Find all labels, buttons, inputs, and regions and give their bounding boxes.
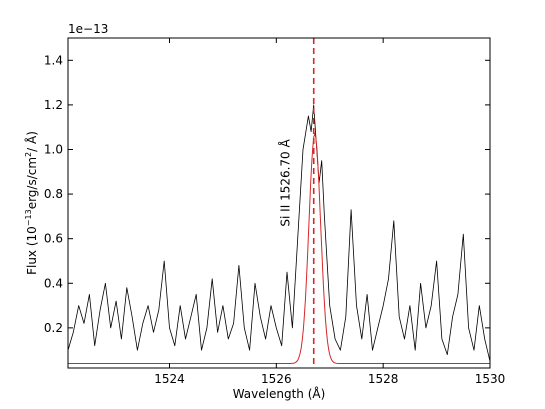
x-axis-label: Wavelength (Å): [233, 386, 326, 401]
y-axis-offset-label: 1e−13: [68, 22, 108, 36]
y-axis-label-suffix: / Å): [24, 131, 39, 152]
y-axis-ticks: 0.2 0.4 0.6 0.8 1.0 1.2 1.4: [44, 53, 490, 335]
y-axis-label-units: erg/s/cm: [25, 157, 39, 209]
y-tick-label: 1.2: [44, 98, 63, 112]
plot-data-layer: [68, 38, 490, 368]
x-tick-label: 1528: [368, 372, 399, 386]
si-ii-line-label: Si II 1526.70 Å: [278, 138, 293, 226]
spectrum-series-line-0: [68, 104, 490, 362]
y-axis-label-prefix: Flux (10: [25, 226, 39, 275]
y-tick-label: 0.8: [44, 187, 63, 201]
y-tick-label: 1.0: [44, 142, 63, 156]
y-tick-label: 0.6: [44, 232, 63, 246]
x-axis-ticks: 1524 1526 1528 1530: [154, 38, 505, 386]
y-tick-label: 0.2: [44, 321, 63, 335]
x-tick-label: 1526: [261, 372, 292, 386]
y-axis-label-exponent-2: 2: [24, 152, 33, 157]
x-tick-label: 1524: [154, 372, 185, 386]
plot-frame: [67, 37, 491, 369]
y-tick-label: 1.4: [44, 53, 63, 67]
y-axis-label-exponent: −13: [24, 209, 33, 226]
y-axis-label: Flux (10−13erg/s/cm2/ Å): [24, 131, 39, 275]
x-tick-label: 1530: [475, 372, 506, 386]
model-fit-line: [68, 132, 490, 364]
y-tick-label: 0.4: [44, 276, 63, 290]
